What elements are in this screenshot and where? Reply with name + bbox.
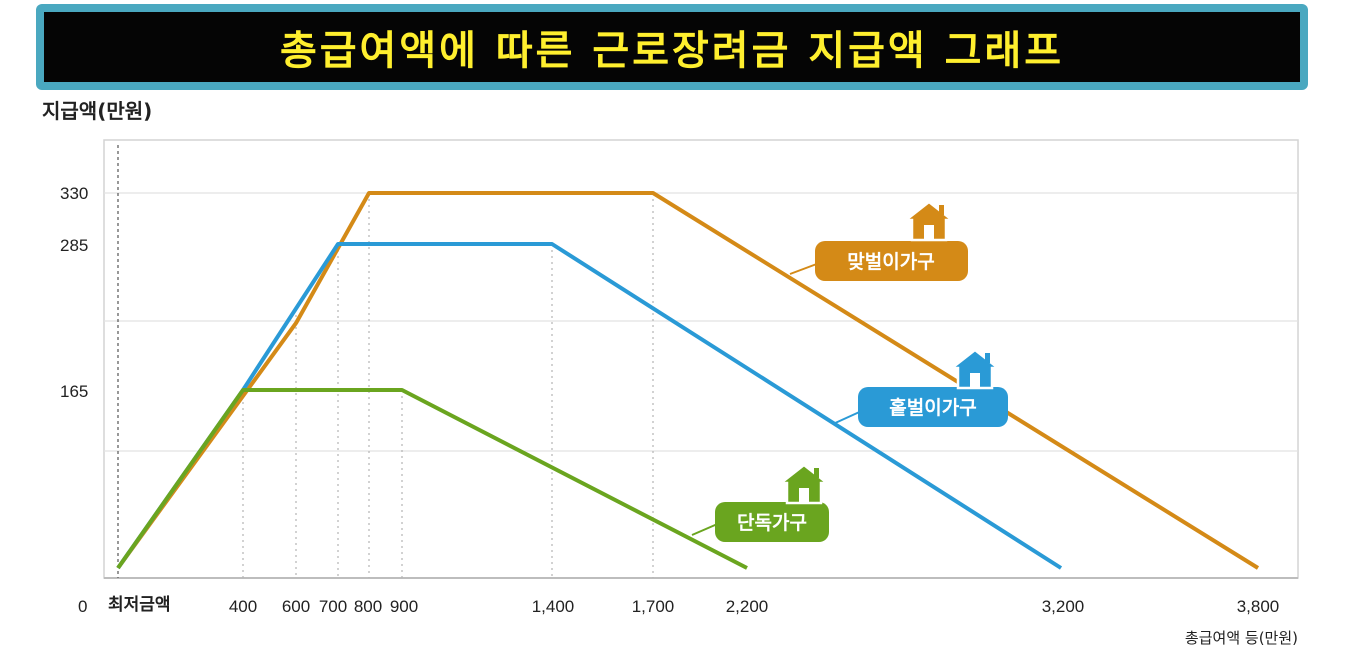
- y-tick-165: 165: [60, 382, 88, 401]
- x-tick-3800: 3,800: [1237, 597, 1280, 616]
- label-text-single-earner: 홑벌이가구: [889, 396, 976, 419]
- label-box-single: [715, 502, 829, 542]
- label-box-single-earner: [858, 387, 1008, 427]
- y-tick-285: 285: [60, 236, 88, 255]
- x-tick-600: 600: [282, 597, 310, 616]
- chart-title: 총급여액에 따른 근로장려금 지급액 그래프: [279, 28, 1065, 74]
- house-icon: [902, 200, 956, 242]
- x-tick-3200: 3,200: [1042, 597, 1085, 616]
- x-tick-800: 800: [354, 597, 382, 616]
- y-tick-330: 330: [60, 184, 88, 203]
- title-banner: 총급여액에 따른 근로장려금 지급액 그래프: [36, 4, 1308, 90]
- series-label-dual: 맞벌이가구: [789, 200, 968, 281]
- series-label-single-earner: 홑벌이가구: [832, 348, 1008, 427]
- label-box-dual: [815, 241, 968, 281]
- plot-area: [103, 139, 1299, 579]
- title-banner-inner: 총급여액에 따른 근로장려금 지급액 그래프: [44, 12, 1300, 82]
- label-text-single: 단독가구: [737, 512, 807, 534]
- x-axis-label: 총급여액 등(만원): [1185, 629, 1298, 647]
- series-line-dual: [116, 191, 1260, 570]
- series-line-single: [116, 388, 748, 570]
- x-tick-min: 최저금액: [108, 595, 171, 614]
- series-label-single: 단독가구: [691, 463, 831, 542]
- house-icon: [948, 348, 1002, 390]
- house-icon: [777, 463, 831, 505]
- x-tick-1400: 1,400: [532, 597, 575, 616]
- x-tick-700: 700: [319, 597, 347, 616]
- x-tick-1700: 1,700: [632, 597, 675, 616]
- x-tick-400: 400: [229, 597, 257, 616]
- x-tick-900: 900: [390, 597, 418, 616]
- x-tick-2200: 2,200: [726, 597, 769, 616]
- x-tick-0: 0: [78, 597, 87, 616]
- label-text-dual: 맞벌이가구: [847, 251, 934, 273]
- y-axis-label: 지급액(만원): [42, 99, 152, 123]
